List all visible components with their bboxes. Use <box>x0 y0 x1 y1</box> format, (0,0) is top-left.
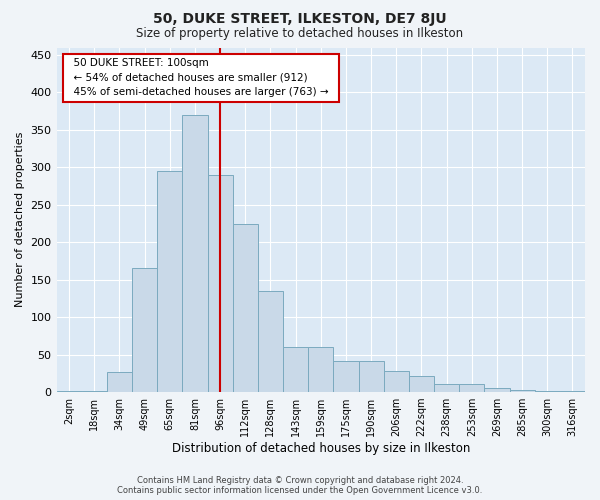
Bar <box>308 347 334 392</box>
Bar <box>258 291 283 392</box>
Bar <box>434 384 459 392</box>
Text: Size of property relative to detached houses in Ilkeston: Size of property relative to detached ho… <box>136 28 464 40</box>
Bar <box>132 268 157 392</box>
Bar <box>157 171 182 392</box>
Bar <box>208 175 233 392</box>
Bar <box>182 115 208 392</box>
Text: 50, DUKE STREET, ILKESTON, DE7 8JU: 50, DUKE STREET, ILKESTON, DE7 8JU <box>153 12 447 26</box>
Y-axis label: Number of detached properties: Number of detached properties <box>15 132 25 308</box>
Bar <box>107 372 132 392</box>
Bar <box>409 376 434 392</box>
Bar <box>484 388 509 392</box>
Bar <box>334 360 359 392</box>
Bar <box>459 384 484 392</box>
Bar <box>509 390 535 392</box>
Bar <box>535 390 560 392</box>
Bar <box>359 360 383 392</box>
Bar <box>82 390 107 392</box>
Text: Contains HM Land Registry data © Crown copyright and database right 2024.
Contai: Contains HM Land Registry data © Crown c… <box>118 476 482 495</box>
Text: 50 DUKE STREET: 100sqm  
  ← 54% of detached houses are smaller (912)  
  45% of: 50 DUKE STREET: 100sqm ← 54% of detached… <box>67 58 335 98</box>
Bar <box>233 224 258 392</box>
Bar <box>283 347 308 392</box>
Bar <box>383 371 409 392</box>
X-axis label: Distribution of detached houses by size in Ilkeston: Distribution of detached houses by size … <box>172 442 470 455</box>
Bar <box>56 390 82 392</box>
